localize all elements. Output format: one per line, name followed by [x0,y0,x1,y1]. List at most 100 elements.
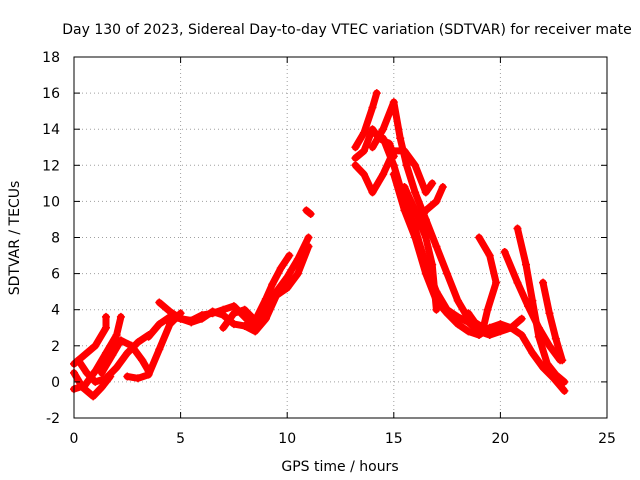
data-point-marker [285,251,294,260]
data-point-marker [411,224,420,233]
data-point-marker [368,103,377,112]
series-trace-09 [219,251,294,332]
data-point-marker [545,309,554,318]
data-point-marker [513,224,522,233]
data-point-marker [507,323,516,332]
data-point-marker [475,330,484,339]
y-tick-label: 12 [42,158,60,174]
trace-line [74,331,153,386]
data-point-marker [379,134,388,143]
data-point-marker [116,336,125,345]
data-point-marker [219,323,228,332]
data-point-marker [428,179,437,188]
data-point-marker [464,327,473,336]
series-trace-08 [155,242,313,336]
data-point-marker [368,188,377,197]
data-point-marker [543,359,552,368]
data-point-marker [89,392,98,401]
data-point-marker [165,307,174,316]
trace-line [351,89,381,151]
data-point-marker [155,345,164,354]
data-point-marker [421,269,430,278]
data-point-marker [551,370,560,379]
data-point-marker [240,305,249,314]
data-point-marker [283,284,292,293]
data-point-marker [229,320,238,329]
data-point-marker [411,206,420,215]
data-point-marker [91,367,100,376]
data-point-marker [521,260,530,269]
data-point-marker [80,350,89,359]
data-point-marker [116,312,125,321]
data-point-marker [411,161,420,170]
data-point-marker [251,316,260,325]
data-point-marker [428,260,437,269]
data-point-marker [127,341,136,350]
data-point-marker [101,323,110,332]
data-point-marker [78,383,87,392]
data-point-marker [475,233,484,242]
data-point-marker [492,278,501,287]
y-tick-label: 0 [51,375,60,391]
data-point-marker [496,327,505,336]
data-point-marker [240,321,249,330]
series-trace-18 [411,182,447,233]
x-tick-label: 15 [385,431,403,447]
data-point-marker [517,314,526,323]
y-tick-label: 6 [51,267,60,283]
chart-title: Day 130 of 2023, Sidereal Day-to-day VTE… [62,22,632,38]
series-trace-11 [351,89,381,152]
y-tick-label: 8 [51,231,60,247]
y-tick-label: 14 [42,122,60,138]
data-point-marker [411,188,420,197]
data-point-marker [368,125,377,134]
x-tick-label: 0 [70,431,79,447]
data-point-marker [421,188,430,197]
data-point-marker [123,349,132,358]
data-point-marker [91,377,100,386]
data-point-marker [389,98,398,107]
data-point-marker [97,368,106,377]
data-point-marker [379,170,388,179]
data-point-marker [558,356,567,365]
data-point-marker [517,330,526,339]
y-axis: -2 0 2 4 6 8 10 12 14 16 18 [42,50,607,427]
x-axis-label: GPS time / hours [281,459,398,475]
plot-area [70,89,569,401]
data-point-marker [112,363,121,372]
data-point-marker [293,269,302,278]
data-point-marker [101,312,110,321]
data-point-marker [496,320,505,329]
data-point-marker [304,242,313,251]
data-point-marker [306,210,315,219]
trace-line [98,336,153,377]
data-point-marker [432,305,441,314]
data-point-marker [155,320,164,329]
data-point-marker [400,182,409,191]
data-point-marker [402,161,411,170]
data-point-marker [545,341,554,350]
data-point-marker [372,89,381,98]
data-point-marker [138,356,147,365]
data-point-marker [389,161,398,170]
data-point-marker [101,374,110,383]
x-tick-label: 25 [598,431,616,447]
data-point-marker [276,264,285,273]
data-point-marker [302,206,311,215]
data-point-marker [528,349,537,358]
x-tick-label: 20 [491,431,509,447]
data-point-marker [101,349,110,358]
data-point-marker [229,309,238,318]
data-point-marker [283,273,292,282]
series-trace-21 [513,224,569,386]
data-point-marker [500,247,509,256]
data-point-marker [144,332,153,341]
data-point-marker [421,233,430,242]
data-point-marker [479,323,488,332]
data-point-marker [560,377,569,386]
data-point-marker [453,296,462,305]
series-trace-17 [400,182,441,314]
data-point-marker [359,146,368,155]
data-point-marker [453,320,462,329]
data-point-marker [421,206,430,215]
